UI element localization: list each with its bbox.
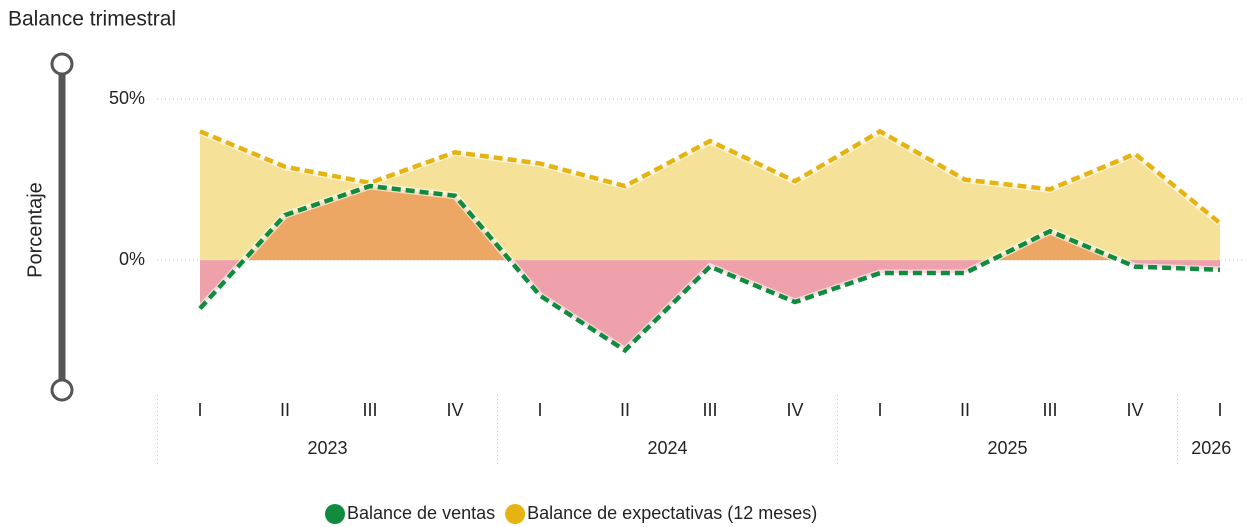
legend-swatch xyxy=(505,504,526,524)
x-group-label: 2025 xyxy=(987,438,1027,458)
x-tick-label: II xyxy=(620,400,630,420)
area-positive xyxy=(243,186,1120,261)
legend-label: Balance de expectativas (12 meses) xyxy=(527,503,817,523)
x-tick-label: IV xyxy=(786,400,803,420)
x-tick-label: IV xyxy=(1126,400,1143,420)
x-tick-label: I xyxy=(537,400,542,420)
y-axis-title: Porcentaje xyxy=(24,182,46,278)
chart-title: Balance trimestral xyxy=(8,8,176,31)
y-tick-label: 0% xyxy=(119,249,145,269)
slider-handle xyxy=(50,378,74,402)
slider xyxy=(50,52,74,402)
x-tick-label: I xyxy=(1217,400,1222,420)
slider-handle xyxy=(50,52,74,76)
x-tick-label: II xyxy=(280,400,290,420)
x-tick-label: I xyxy=(197,400,202,420)
x-tick-label: IV xyxy=(446,400,463,420)
x-group-label: 2026 xyxy=(1191,438,1231,458)
line xyxy=(199,128,1222,225)
x-group-label: 2024 xyxy=(647,438,687,458)
y-tick-label: 50% xyxy=(109,88,145,108)
x-group-label: 2023 xyxy=(307,438,347,458)
legend-swatch xyxy=(325,504,345,524)
x-tick-label: III xyxy=(702,400,717,420)
x-tick-label: III xyxy=(362,400,377,420)
line xyxy=(198,183,1221,354)
x-tick-label: III xyxy=(1042,400,1057,420)
x-tick-label: I xyxy=(877,400,882,420)
legend-label: Balance de ventas xyxy=(347,503,495,523)
x-tick-label: II xyxy=(960,400,970,420)
